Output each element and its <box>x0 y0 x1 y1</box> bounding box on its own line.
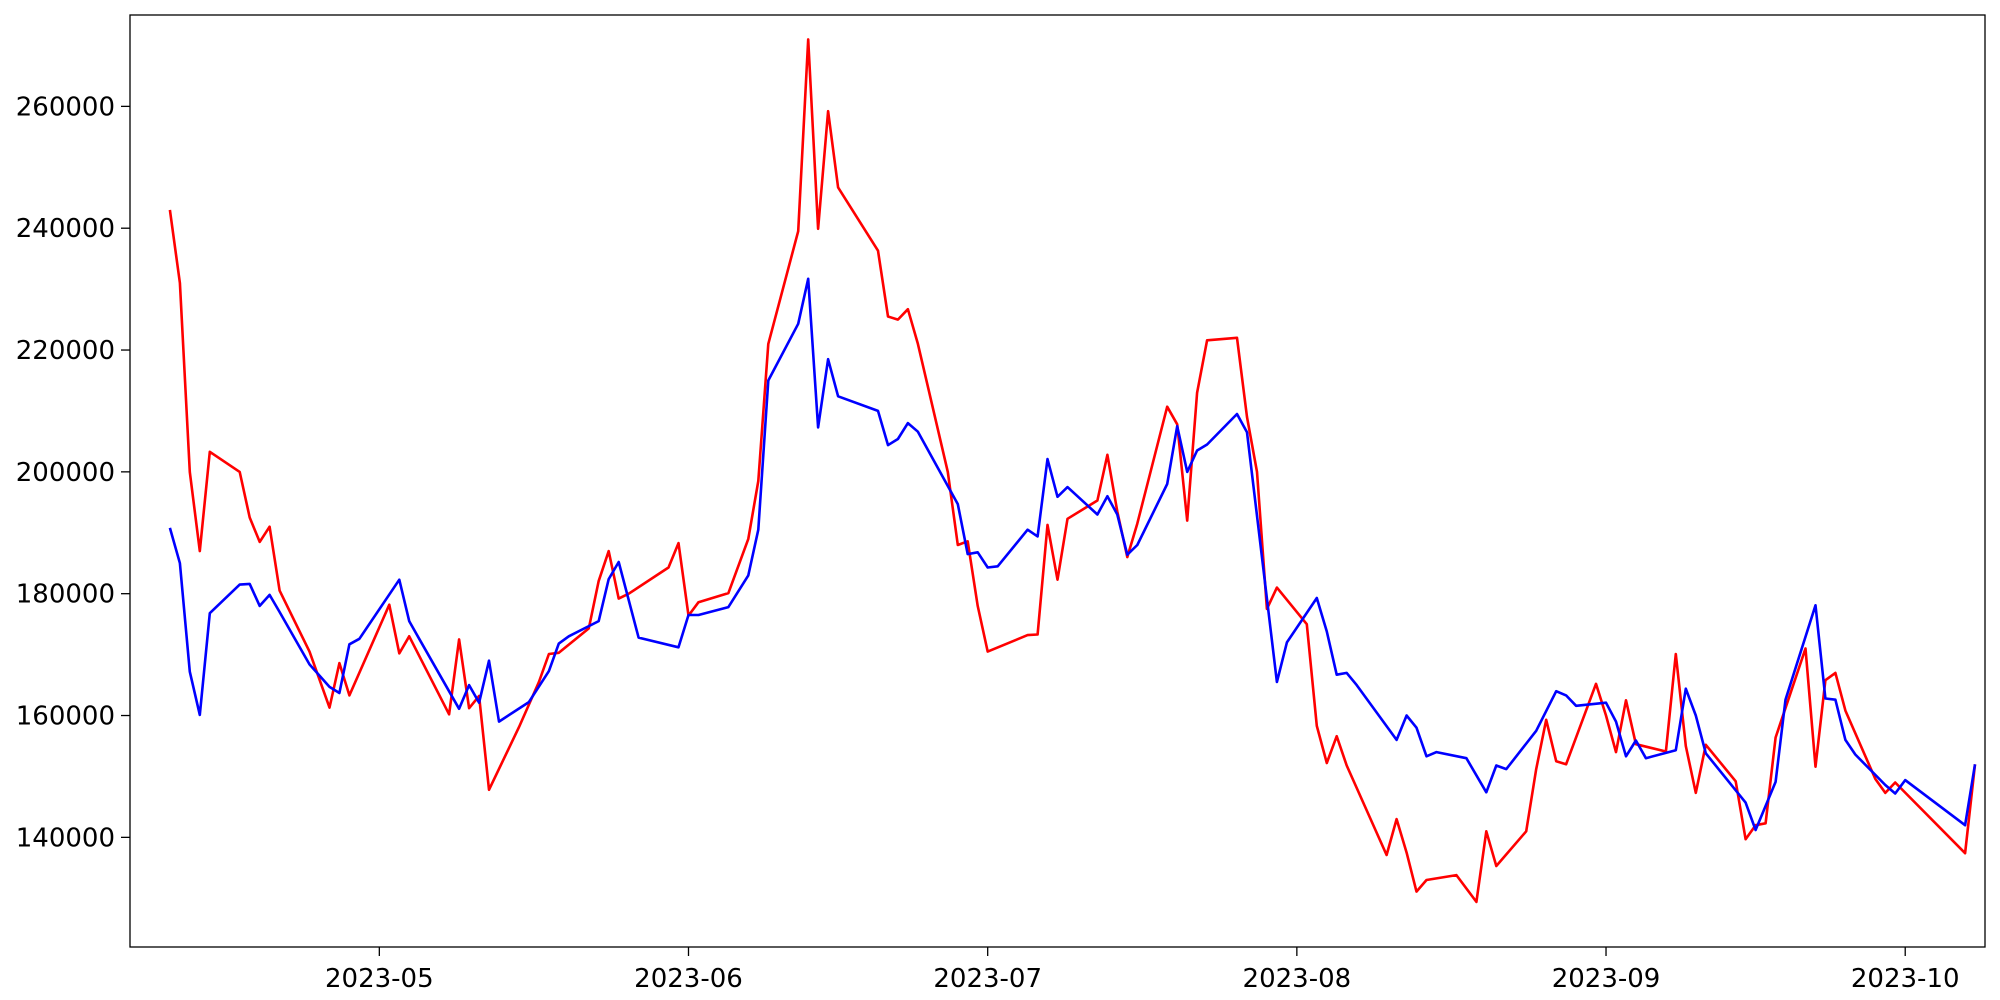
y-tick-label: 200000 <box>16 458 115 488</box>
x-axis-ticks: 2023-05 2023-06 2023-07 2023-08 2023-09 2023-… <box>325 947 1960 994</box>
plot-area-frame <box>129 14 1986 948</box>
x-tick-label: 2023-05 <box>325 964 434 994</box>
y-tick-label: 160000 <box>16 702 115 732</box>
series-layer <box>168 38 1977 904</box>
y-tick-label: 260000 <box>16 92 115 122</box>
y-axis-ticks: 140000 160000 180000 200000 220000 240000 2600… <box>16 92 130 853</box>
x-tick-label: 2023-10 <box>1851 964 1960 994</box>
y-tick-label: 140000 <box>16 823 115 853</box>
x-tick-label: 2023-07 <box>933 964 1042 994</box>
x-tick-label: 2023-09 <box>1552 964 1661 994</box>
x-tick-label: 2023-08 <box>1243 964 1352 994</box>
y-tick-label: 180000 <box>16 580 115 610</box>
y-tick-label: 220000 <box>16 336 115 366</box>
series-line-2 <box>168 277 1977 832</box>
series-line-1 <box>168 38 1977 904</box>
y-tick-label: 240000 <box>16 214 115 244</box>
x-tick-label: 2023-06 <box>634 964 743 994</box>
